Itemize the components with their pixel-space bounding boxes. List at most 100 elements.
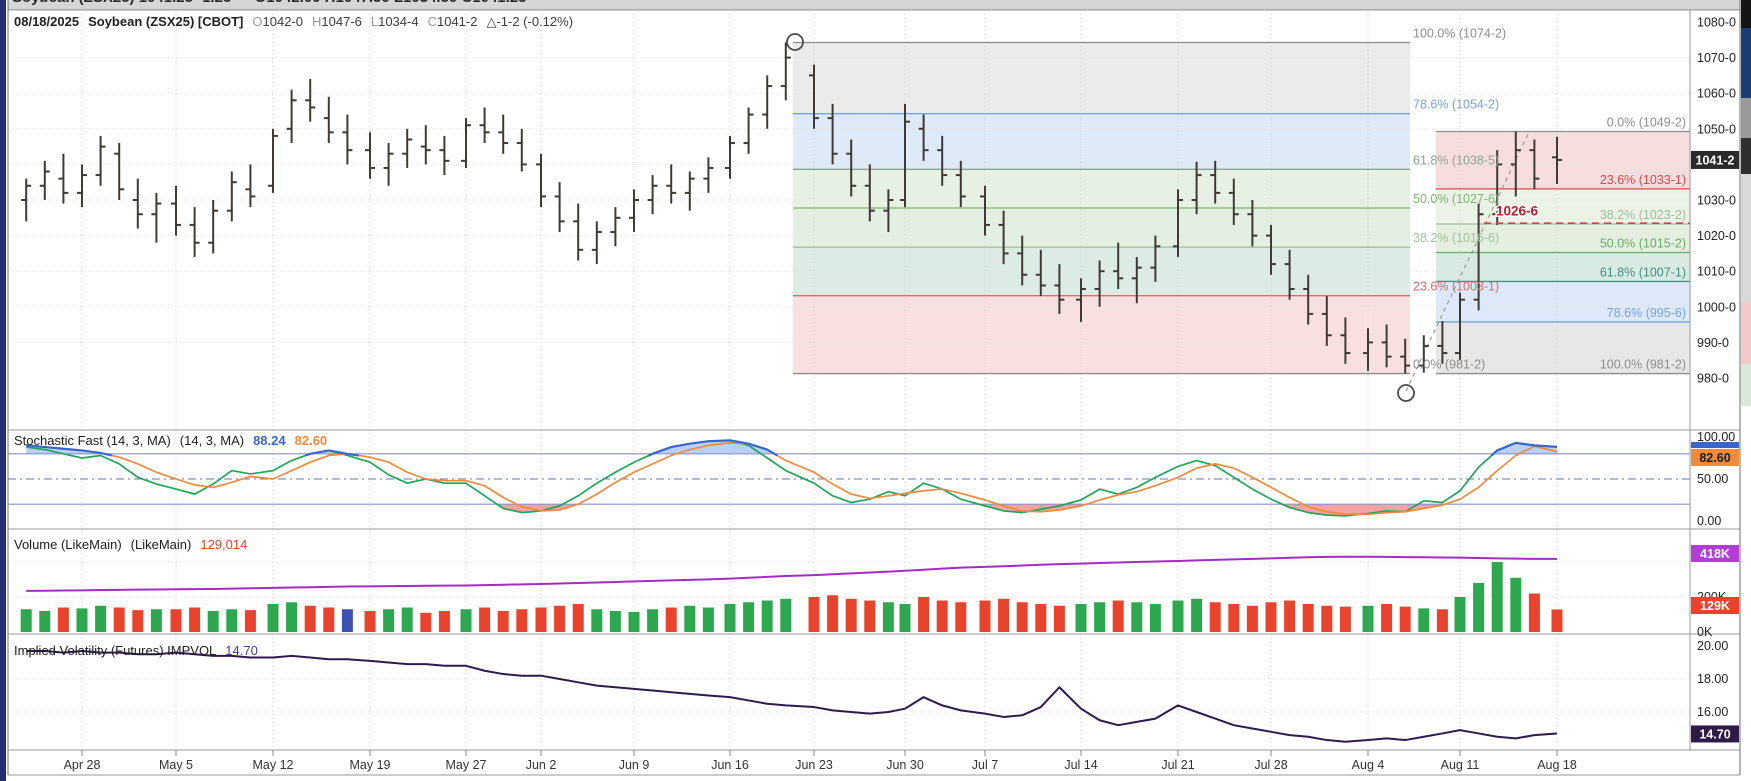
x-axis-label: May 19 [350, 758, 391, 772]
ohlc-bar [573, 203, 584, 261]
ohlc-bar [684, 171, 695, 211]
volume-bar [1035, 604, 1047, 632]
ohlc-bar [1210, 160, 1221, 204]
x-axis-label: Aug 11 [1441, 758, 1480, 772]
ohlc-bar [883, 189, 894, 233]
ohlc-bar [827, 103, 838, 165]
x-axis-label: Apr 28 [64, 758, 101, 772]
volume-bar [286, 602, 298, 632]
volume-bar [647, 609, 659, 632]
volume-bar [609, 611, 621, 632]
volume-bar [20, 609, 32, 632]
volume-bar [244, 610, 256, 632]
ohlc-bar [1017, 235, 1028, 286]
ohlc-bar [461, 118, 471, 168]
neighbor-window-sliver [1741, 406, 1751, 781]
fib-anchor-low[interactable] [1397, 384, 1415, 402]
fib-anchor-high[interactable] [786, 33, 804, 51]
ohlc-bar [58, 153, 69, 204]
ohlc-bar [305, 78, 316, 122]
impvol-title: Implied Volatility (Futures) IMPVOL [14, 643, 217, 658]
volume-bar [1399, 606, 1411, 632]
stochastic-pane[interactable] [8, 439, 1690, 517]
fib-left-label: 61.8% (1038-5) [1413, 153, 1499, 167]
volume-bar [364, 611, 376, 632]
volume-bar [1454, 597, 1466, 632]
stoch-orange-badge [1691, 449, 1739, 466]
price-bars [21, 42, 1562, 374]
fib-drawing[interactable] [786, 33, 1530, 402]
volume-header[interactable]: Volume (LikeMain) (LikeMain) 129,014 [14, 537, 247, 552]
volume-bar [132, 610, 144, 632]
volume-bar [1381, 604, 1393, 632]
volume-bar [1491, 562, 1503, 632]
impvol-badge-text: 14.70 [1699, 727, 1730, 741]
volume-bar [1510, 577, 1522, 632]
stoch-axis-label: 0.00 [1697, 514, 1721, 528]
fib-right-label: 0.0% (1049-2) [1607, 115, 1686, 129]
volume-bar [936, 600, 948, 632]
stoch-axis-label: 100.00 [1697, 430, 1735, 444]
volume-bar [743, 602, 755, 632]
volume-line-badge [1691, 545, 1739, 562]
volume-pane[interactable] [20, 555, 1563, 632]
stochastic-value-blue: 88.24 [253, 433, 286, 448]
volume-bar [267, 604, 279, 632]
ohlc-bar [1191, 161, 1202, 215]
volume-bar [1418, 608, 1430, 632]
volume-bar [761, 600, 773, 632]
ohlc-bar [1473, 203, 1484, 311]
volume-bar [899, 604, 911, 632]
stochastic-title: Stochastic Fast (14, 3, MA) [14, 433, 171, 448]
ohlc-bar [955, 160, 966, 208]
price-axis-label: 1030-0 [1697, 194, 1736, 208]
stochastic-header[interactable]: Stochastic Fast (14, 3, MA) (14, 3, MA) … [14, 433, 327, 448]
volume-bar [535, 607, 547, 632]
price-header[interactable]: 08/18/2025 Soybean (ZSX25) [CBOT] O1042-… [14, 14, 573, 30]
volume-bar [226, 609, 238, 632]
impvol-axis-label: 16.00 [1697, 705, 1728, 719]
fib-left-label: 23.6% (1003-1) [1413, 280, 1499, 294]
ohlc-bar [918, 114, 929, 161]
ohlc-bar [1247, 200, 1258, 247]
header-date: 08/18/2025 [14, 14, 80, 29]
volume-bar [1265, 602, 1277, 632]
stoch-ma-line [1490, 441, 1558, 457]
volume-bar [341, 609, 353, 632]
volume-bar [497, 611, 509, 632]
x-axis-label: Aug 4 [1352, 758, 1385, 772]
volume-value: 129,014 [200, 537, 248, 552]
impvol-header[interactable]: Implied Volatility (Futures) IMPVOL 14.7… [14, 643, 258, 658]
volume-bar [1228, 604, 1240, 632]
stoch-blue-badge [1691, 442, 1739, 448]
change-value: △-1-2 (-0.12%) [486, 14, 574, 29]
ohlc-bar [1455, 292, 1465, 361]
ohlc-bar [1303, 274, 1314, 325]
volume-bar [1209, 602, 1221, 632]
ohlc-bar [554, 182, 565, 233]
volume-bar [516, 609, 528, 632]
impvol-pane[interactable] [26, 649, 1558, 743]
ohlc-bar [1437, 321, 1448, 364]
price-axis-label: 980-0 [1697, 372, 1729, 386]
impvol-axis-label: 20.00 [1697, 639, 1728, 653]
volume-bar [864, 600, 876, 632]
volume-bar [1302, 604, 1314, 632]
x-axis-label: Jun 23 [795, 758, 833, 772]
x-axis-label: Jun 9 [619, 758, 650, 772]
neighbor-window-sliver [1741, 302, 1751, 364]
ohlc-close: C1041-2 [427, 14, 478, 29]
ohlc-bar [439, 135, 450, 176]
volume-bar [150, 609, 162, 632]
left-rail [0, 0, 6, 781]
volume-bar [39, 611, 51, 632]
fib-lines[interactable] [793, 41, 1690, 375]
volume-bar [189, 607, 201, 632]
price-axis-label: 1060-0 [1697, 87, 1736, 101]
alert-line[interactable]: 1026-6 [1484, 202, 1690, 224]
volume-bar [76, 608, 88, 632]
ohlc-bar [591, 221, 602, 265]
fib-right-label: 50.0% (1015-2) [1600, 237, 1686, 251]
